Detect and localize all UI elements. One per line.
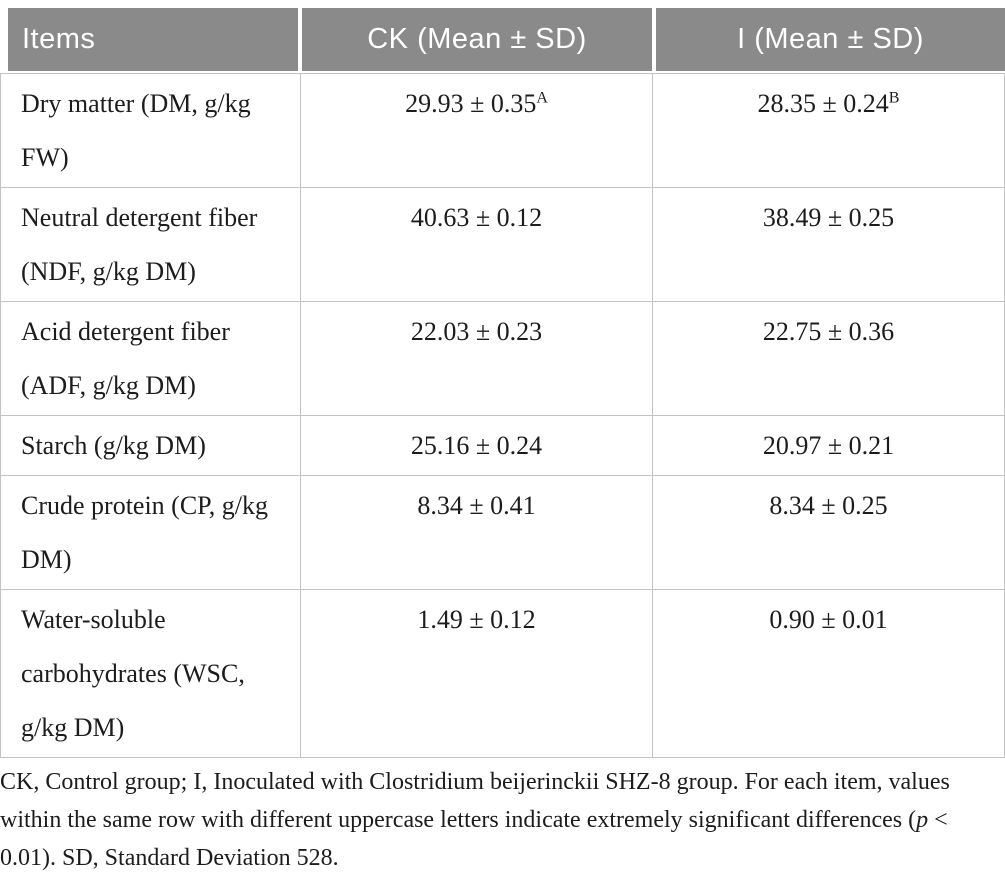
- ck-value: 22.03 ± 0.23: [410, 317, 543, 346]
- ck-value-cell: 25.16 ± 0.24: [300, 416, 652, 475]
- i-value: 8.34 ± 0.25: [769, 491, 888, 520]
- ck-value-cell: 29.93 ± 0.35A: [300, 74, 652, 187]
- i-value-cell: 28.35 ± 0.24B: [652, 74, 1004, 187]
- item-cell: Dry matter (DM, g/kg FW): [21, 89, 251, 172]
- i-value: 0.90 ± 0.01: [769, 605, 888, 634]
- ck-value-cell: 22.03 ± 0.23: [300, 302, 652, 415]
- i-value: 22.75 ± 0.36: [762, 317, 895, 346]
- column-header-i: I (Mean ± SD): [656, 8, 1005, 71]
- i-value-cell: 22.75 ± 0.36: [652, 302, 1004, 415]
- i-value-cell: 0.90 ± 0.01: [652, 590, 1004, 757]
- ck-value-cell: 8.34 ± 0.41: [300, 476, 652, 589]
- i-value-cell: 8.34 ± 0.25: [652, 476, 1004, 589]
- significance-letter: A: [536, 89, 548, 107]
- ck-value: 40.63 ± 0.12: [410, 203, 543, 232]
- i-value: 38.49 ± 0.25: [762, 203, 895, 232]
- item-cell: Neutral detergent fiber (NDF, g/kg DM): [21, 203, 258, 286]
- significance-letter: B: [888, 89, 900, 107]
- ck-value-cell: 1.49 ± 0.12: [300, 590, 652, 757]
- table-row: Acid detergent fiber (ADF, g/kg DM) 22.0…: [1, 302, 1004, 416]
- nutrition-table-body: Dry matter (DM, g/kg FW) 29.93 ± 0.35A 2…: [0, 73, 1005, 758]
- paper-table-page: Items CK (Mean ± SD) I (Mean ± SD) Dry m…: [0, 8, 1005, 877]
- i-value-cell: 38.49 ± 0.25: [652, 188, 1004, 301]
- column-header-items: Items: [8, 8, 298, 71]
- ck-value: 25.16 ± 0.24: [410, 431, 543, 460]
- item-cell: Water-soluble carbohydrates (WSC, g/kg D…: [21, 605, 245, 742]
- table-row: Starch (g/kg DM) 25.16 ± 0.24 20.97 ± 0.…: [1, 416, 1004, 476]
- i-value-cell: 20.97 ± 0.21: [652, 416, 1004, 475]
- item-cell: Crude protein (CP, g/kg DM): [21, 491, 268, 574]
- footnote-p-italic: p: [916, 807, 929, 833]
- item-cell: Acid detergent fiber (ADF, g/kg DM): [21, 317, 230, 400]
- i-value: 28.35 ± 0.24: [757, 89, 889, 118]
- ck-value: 8.34 ± 0.41: [417, 491, 536, 520]
- footnote-text: < 0.01). SD, Standard Deviation 528.: [0, 807, 948, 871]
- table-header-row: Items CK (Mean ± SD) I (Mean ± SD): [8, 8, 1005, 71]
- table-footnote: CK, Control group; I, Inoculated with Cl…: [0, 763, 1005, 877]
- table-row: Neutral detergent fiber (NDF, g/kg DM) 4…: [1, 188, 1004, 302]
- item-cell: Starch (g/kg DM): [21, 431, 206, 460]
- table-row: Crude protein (CP, g/kg DM) 8.34 ± 0.41 …: [1, 476, 1004, 590]
- i-value: 20.97 ± 0.21: [762, 431, 895, 460]
- table-row: Dry matter (DM, g/kg FW) 29.93 ± 0.35A 2…: [1, 74, 1004, 188]
- ck-value: 29.93 ± 0.35: [405, 89, 537, 118]
- ck-value-cell: 40.63 ± 0.12: [300, 188, 652, 301]
- table-row: Water-soluble carbohydrates (WSC, g/kg D…: [1, 590, 1004, 757]
- column-header-ck: CK (Mean ± SD): [302, 8, 652, 71]
- ck-value: 1.49 ± 0.12: [417, 605, 536, 634]
- footnote-text: CK, Control group; I, Inoculated with Cl…: [0, 769, 950, 833]
